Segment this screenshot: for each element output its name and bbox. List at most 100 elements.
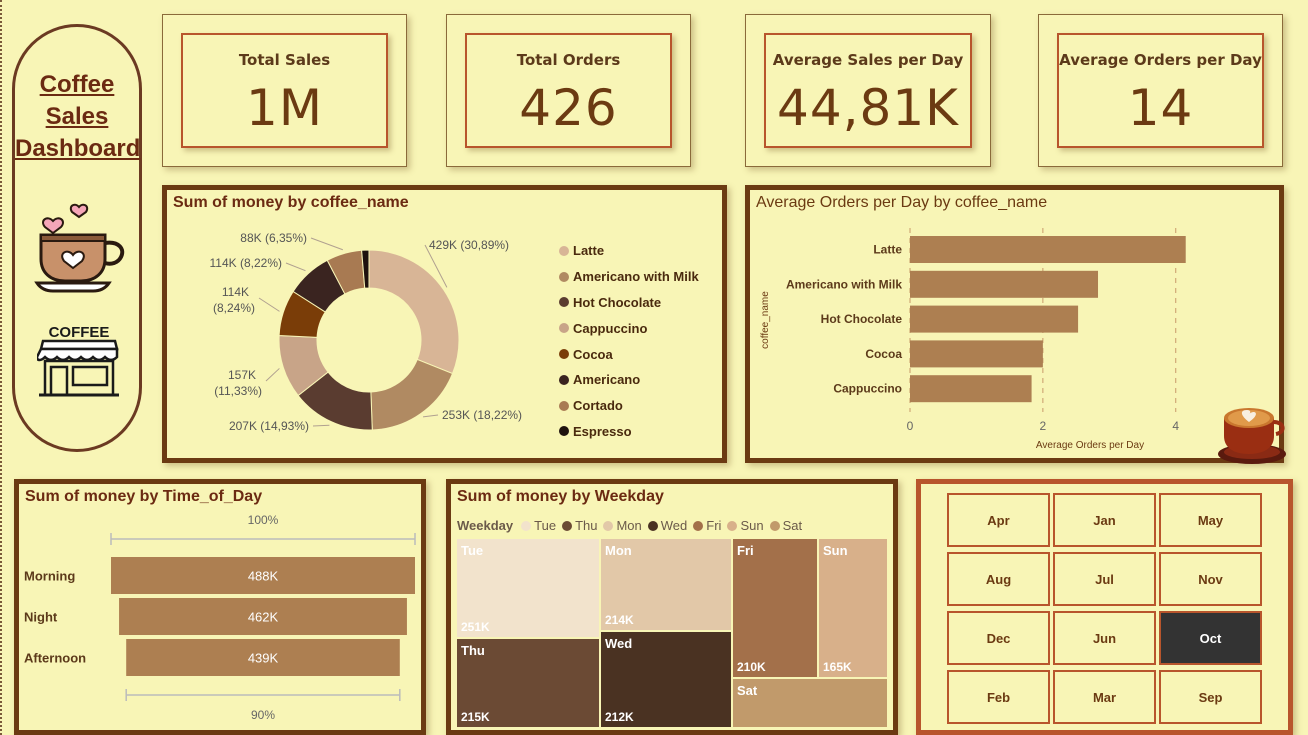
legend-swatch	[603, 520, 614, 531]
bar-value-label: 488K	[248, 569, 279, 584]
legend-item[interactable]: Americano with Milk	[559, 264, 699, 290]
donut-panel: Sum of money by coffee_name 429K (30,89%…	[162, 185, 727, 463]
donut-slice[interactable]	[361, 249, 370, 289]
donut-data-label: 114K (8,22%)	[210, 256, 283, 270]
tile-label: Sun	[823, 543, 848, 558]
y-axis-title: coffee_name	[760, 291, 771, 349]
month-button-mar[interactable]: Mar	[1053, 670, 1156, 724]
weekday-legend-item[interactable]: Wed	[647, 518, 688, 533]
legend-label: Mon	[616, 518, 642, 533]
legend-item[interactable]: Cocoa	[559, 341, 699, 367]
treemap-tile[interactable]: Thu 215K	[456, 638, 600, 728]
legend-item[interactable]: Latte	[559, 238, 699, 264]
month-button-oct[interactable]: Oct	[1159, 611, 1262, 665]
legend-label: Sun	[740, 518, 764, 533]
bar[interactable]	[910, 375, 1032, 403]
treemap-tile[interactable]: Fri 210K	[732, 538, 818, 678]
kpi-value: 1M	[246, 79, 323, 137]
kpi-label: Total Orders	[516, 51, 621, 69]
weekday-legend: Weekday Tue Thu Mon Wed Fri Sun Sat	[457, 518, 802, 533]
weekday-legend-item[interactable]: Sun	[727, 518, 764, 533]
tile-value: 165K	[823, 660, 852, 674]
month-button-feb[interactable]: Feb	[947, 670, 1050, 724]
bar[interactable]	[910, 305, 1079, 333]
donut-data-label: 114K	[222, 285, 249, 299]
donut-leader-line	[312, 424, 330, 427]
legend-swatch	[562, 520, 573, 531]
legend-item[interactable]: Americano	[559, 367, 699, 393]
month-button-sep[interactable]: Sep	[1159, 670, 1262, 724]
kpi-label: Average Orders per Day	[1059, 51, 1262, 69]
sidebar: Coffee Sales Dashboard COFFEE	[12, 24, 142, 452]
legend-item[interactable]: Cortado	[559, 393, 699, 419]
legend-item[interactable]: Hot Chocolate	[559, 290, 699, 316]
weekday-treemap: Tue 251K Thu 215K Mon 214K Wed 212K Fri 210K Sun 16…	[456, 538, 888, 728]
weekday-chart-title: Sum of money by Weekday	[457, 488, 664, 505]
legend-swatch	[559, 323, 569, 334]
donut-legend: Latte Americano with Milk Hot Chocolate Cap…	[559, 238, 699, 444]
kpi-value: 14	[1127, 79, 1194, 137]
bar[interactable]	[910, 236, 1186, 263]
donut-data-label: (8,24%)	[213, 301, 255, 315]
bar[interactable]	[910, 340, 1043, 368]
tile-value: 214K	[605, 613, 634, 627]
treemap-tile[interactable]: Wed 212K	[600, 631, 732, 728]
legend-label: Hot Chocolate	[573, 294, 662, 310]
legend-label: Sat	[782, 518, 803, 533]
kpi-card-frame: Average Sales per Day 44,81K	[764, 33, 972, 148]
month-button-nov[interactable]: Nov	[1159, 552, 1262, 606]
tile-value: 212K	[605, 710, 634, 724]
bar[interactable]	[910, 270, 1099, 298]
weekday-legend-item[interactable]: Thu	[562, 518, 597, 533]
legend-swatch	[559, 400, 569, 411]
month-button-jul[interactable]: Jul	[1053, 552, 1156, 606]
month-button-may[interactable]: May	[1159, 493, 1262, 547]
donut-data-label: (11,33%)	[214, 384, 262, 398]
treemap-tile[interactable]: Tue 251K	[456, 538, 600, 638]
legend-swatch	[559, 297, 569, 308]
legend-label: Wed	[660, 518, 688, 533]
weekday-legend-item[interactable]: Sat	[769, 518, 803, 533]
kpi-label: Total Sales	[238, 51, 331, 69]
kpi-card-average-orders-per-day: Average Orders per Day 14	[1038, 14, 1283, 167]
category-label: Morning	[24, 569, 75, 584]
treemap-tile[interactable]: Sat	[732, 678, 888, 728]
legend-label: Espresso	[573, 423, 632, 439]
weekday-legend-item[interactable]: Fri	[693, 518, 721, 533]
donut-chart: 429K (30,89%) 253K (18,22%) 207K (14,93%) 1…	[210, 231, 523, 433]
kpi-card-average-sales-per-day: Average Sales per Day 44,81K	[745, 14, 991, 167]
month-button-jun[interactable]: Jun	[1053, 611, 1156, 665]
donut-leader-line	[424, 244, 448, 288]
y-category-label: Hot Chocolate	[821, 312, 903, 326]
weekday-legend-title: Weekday	[457, 518, 514, 533]
donut-data-label: 157K	[228, 368, 256, 382]
legend-swatch	[727, 520, 738, 531]
month-button-aug[interactable]: Aug	[947, 552, 1050, 606]
donut-slice[interactable]	[370, 358, 454, 431]
weekday-legend-item[interactable]: Mon	[603, 518, 642, 533]
legend-swatch	[693, 520, 704, 531]
tile-label: Tue	[461, 543, 484, 558]
legend-label: Americano	[573, 372, 641, 388]
x-tick-label: 0	[907, 419, 914, 433]
coffee-shop-icon: COFFEE	[37, 324, 119, 397]
scale-label-bottom: 90%	[251, 708, 275, 722]
funnel-bar[interactable]	[126, 639, 400, 676]
tile-value: 210K	[737, 660, 766, 674]
month-button-jan[interactable]: Jan	[1053, 493, 1156, 547]
month-button-apr[interactable]: Apr	[947, 493, 1050, 547]
legend-item[interactable]: Espresso	[559, 419, 699, 445]
month-slicer: Apr Jan May Aug Jul Nov Dec Jun Oct Feb Mar Sep	[947, 493, 1262, 724]
y-category-label: Cappuccino	[833, 382, 902, 396]
treemap-tile[interactable]: Mon 214K	[600, 538, 732, 631]
tile-label: Wed	[605, 636, 633, 651]
donut-slice[interactable]	[368, 249, 460, 375]
funnel-bar[interactable]	[119, 598, 407, 635]
legend-item[interactable]: Cappuccino	[559, 315, 699, 341]
weekday-legend-item[interactable]: Tue	[521, 518, 556, 533]
funnel-bar[interactable]	[111, 557, 415, 594]
month-button-dec[interactable]: Dec	[947, 611, 1050, 665]
legend-label: Tue	[534, 518, 557, 533]
treemap-tile[interactable]: Sun 165K	[818, 538, 888, 678]
avg-orders-bar-chart: 0 2 4 Latte Americano with Milk Hot Chocolate…	[760, 228, 1186, 451]
